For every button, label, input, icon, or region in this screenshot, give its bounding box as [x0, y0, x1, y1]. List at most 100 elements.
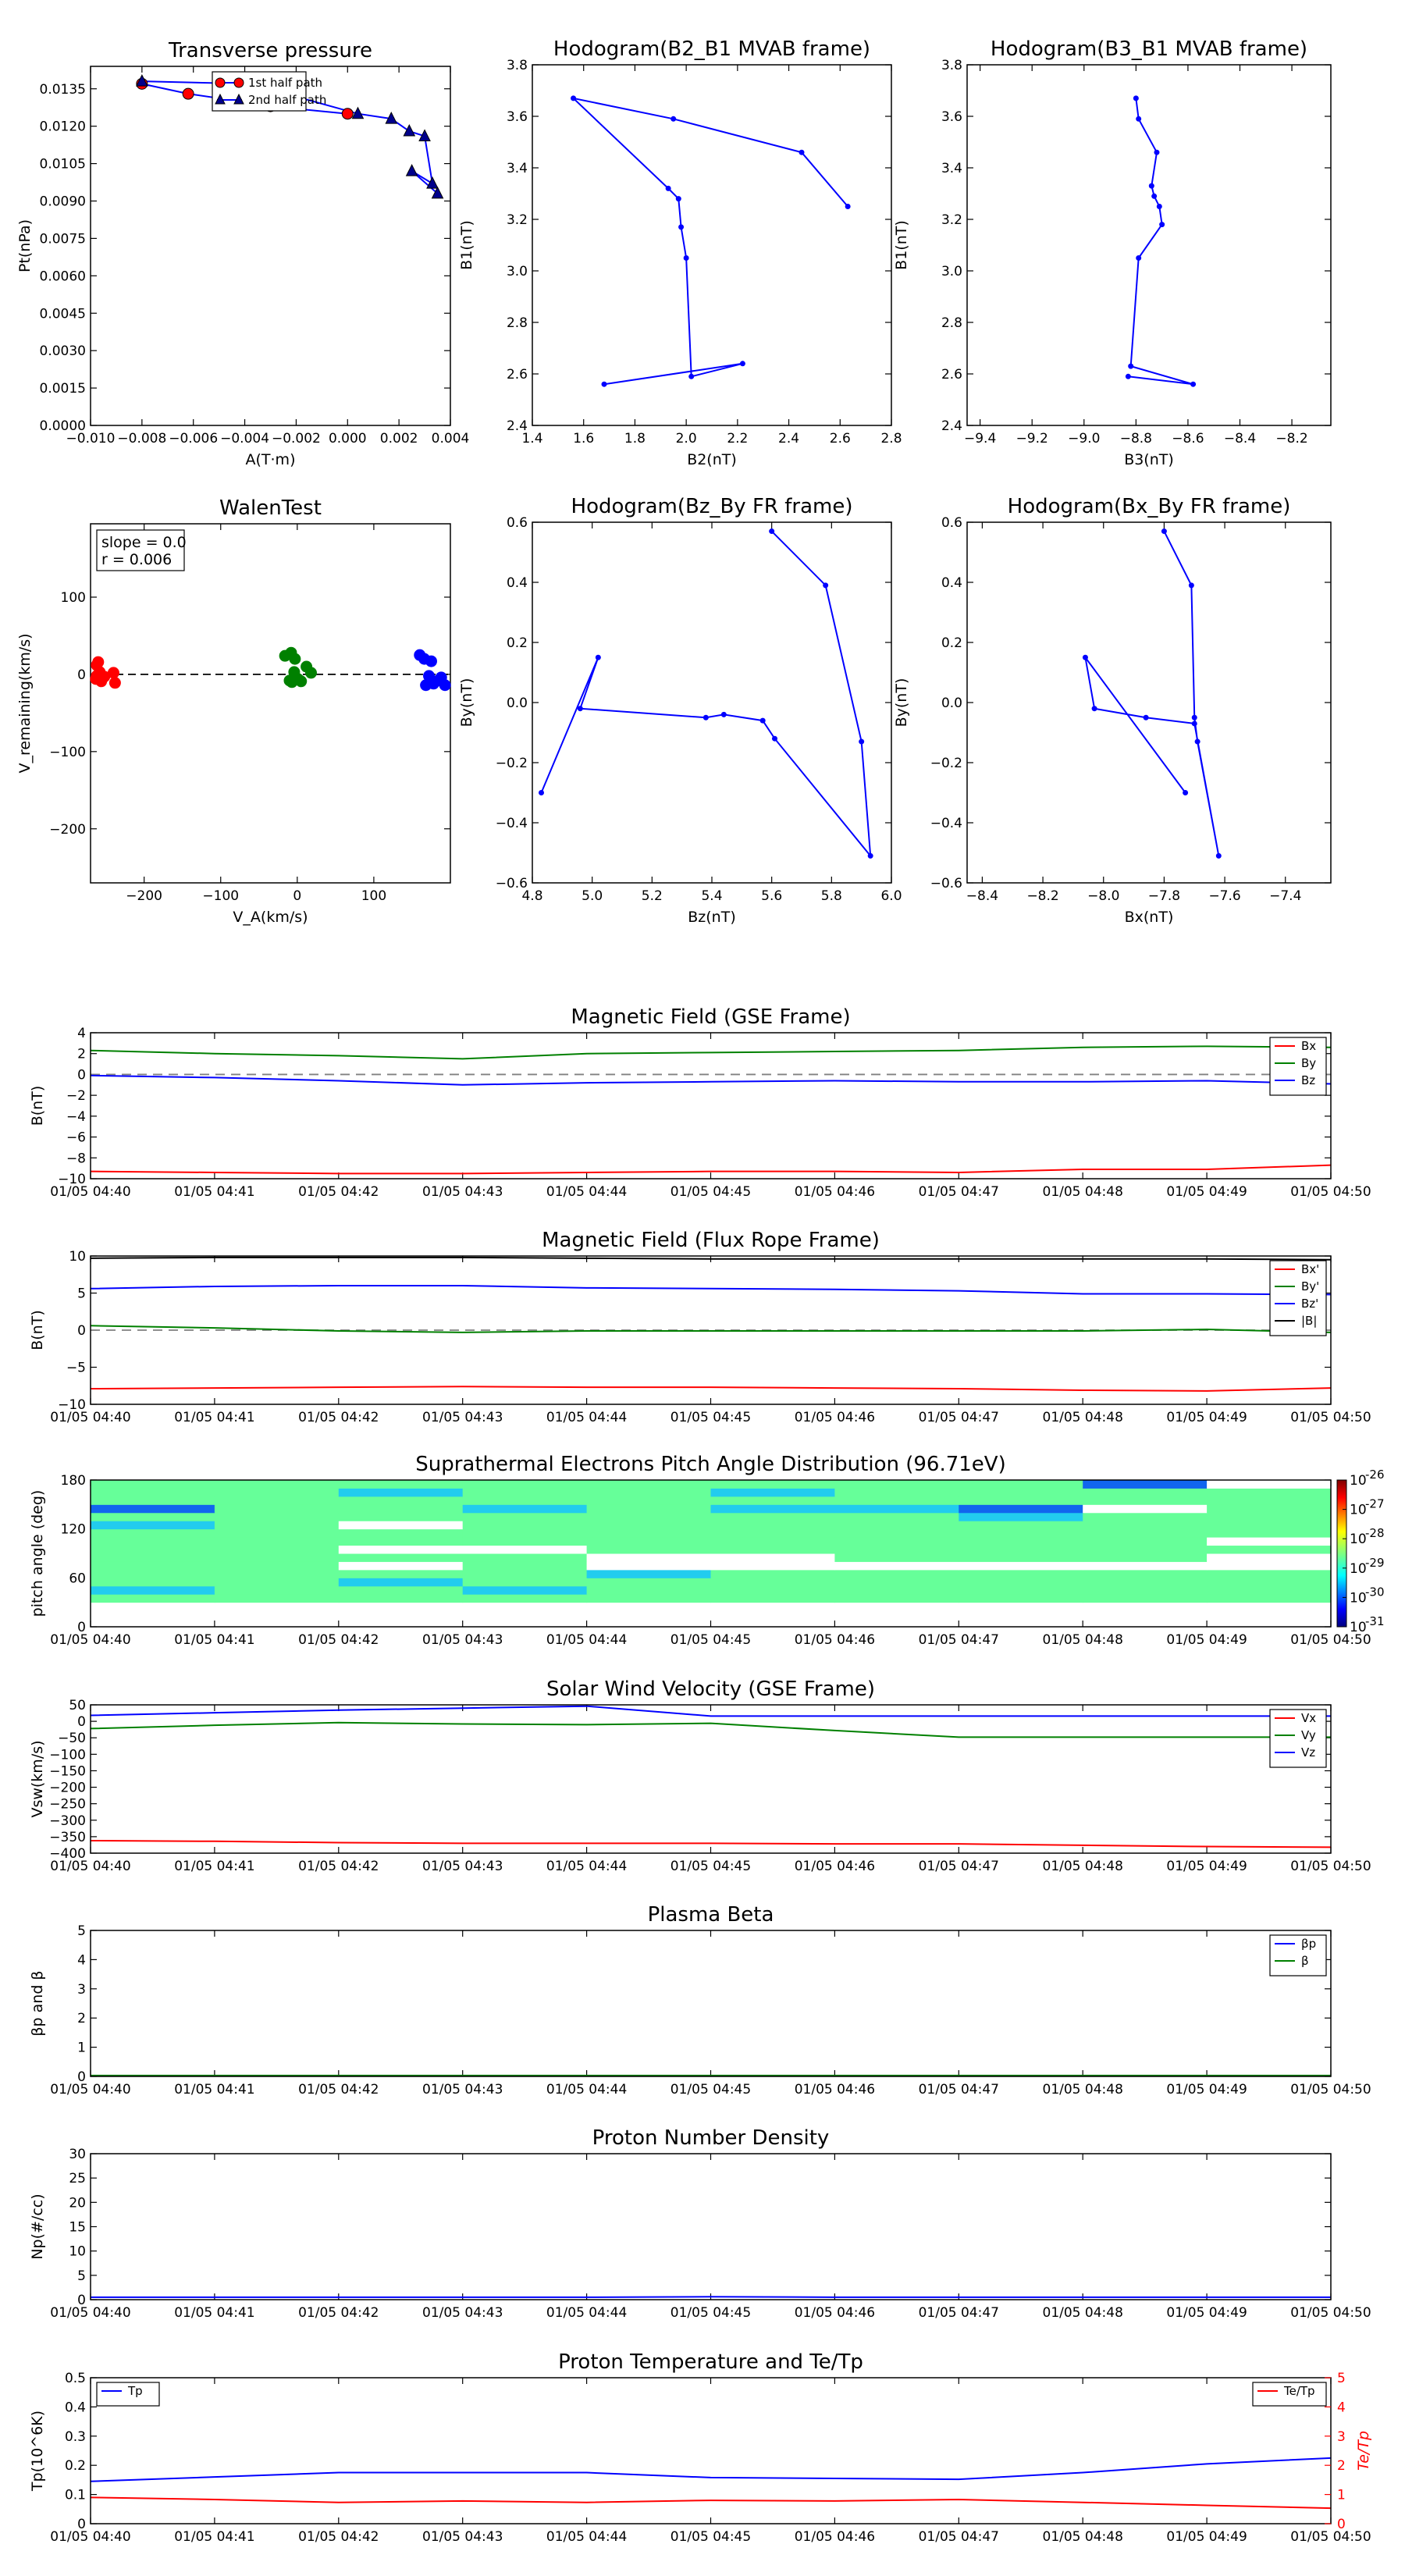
hxy-chart: Hodogram(Bx_By FR frame) −8.4 −8.2 −8.0 −7.8… — [893, 495, 1332, 926]
time-tick-label: 01/05 04:42 — [298, 2529, 379, 2545]
data-point — [1125, 373, 1131, 379]
heatmap-cell — [1083, 1496, 1208, 1505]
data-point — [405, 164, 418, 176]
colorbar-tick-base: 10 — [1350, 1532, 1367, 1547]
y-tick-label: 0.2 — [65, 2458, 86, 2474]
series-line — [571, 97, 848, 386]
data-point — [1136, 255, 1142, 261]
heatmap-cell — [1083, 1521, 1208, 1530]
heatmap-cell — [1207, 1512, 1332, 1521]
h31-ylabel: B1(nT) — [893, 220, 910, 270]
colorbar-tick-base: 10 — [1350, 1503, 1367, 1518]
heatmap-cell — [586, 1512, 711, 1521]
data-point — [1133, 95, 1139, 101]
heatmap-cell — [834, 1569, 959, 1578]
heatmap-cell — [462, 1545, 588, 1554]
bfr-ylabel: B(nT) — [29, 1310, 46, 1350]
heatmap-cell — [338, 1488, 464, 1497]
data-point — [1143, 714, 1149, 720]
heatmap-cell — [338, 1512, 464, 1521]
time-tick-label: 01/05 04:49 — [1166, 2305, 1247, 2321]
heatmap-cell — [462, 1521, 588, 1530]
time-tick-label: 01/05 04:42 — [298, 1859, 379, 1874]
time-tick-label: 01/05 04:47 — [919, 1410, 999, 1425]
tp-ylabel: Tp(10^6K) — [29, 2411, 46, 2492]
y-tick-label: 5 — [77, 2268, 86, 2284]
heatmap-cell — [710, 1488, 835, 1497]
x-tick-label: −8.4 — [1224, 431, 1256, 447]
tp-title: Proton Temperature and Te/Tp — [558, 2350, 863, 2374]
y-tick-label: 0.6 — [507, 515, 528, 531]
heatmap-cell — [710, 1512, 835, 1521]
time-tick-label: 01/05 04:43 — [422, 2529, 503, 2545]
x-tick-label: −8.4 — [966, 888, 998, 904]
y-tick-label: −0.4 — [930, 816, 962, 831]
heatmap-cell — [1083, 1553, 1208, 1562]
hxy-frame — [966, 521, 1332, 884]
y-tick-label: 0.0015 — [40, 381, 86, 397]
y-tick-label: 0.4 — [507, 575, 528, 591]
beta-frame — [90, 1930, 1332, 2077]
legend-label: 1st half path — [248, 76, 322, 90]
y-tick-label: 0 — [77, 1067, 86, 1083]
time-tick-label: 01/05 04:41 — [174, 2305, 254, 2321]
data-point — [577, 706, 583, 712]
data-point — [289, 653, 301, 665]
y-tick-label: 10 — [69, 2244, 86, 2260]
bgse-title: Magnetic Field (GSE Frame) — [571, 1005, 850, 1029]
y-tick-label: 0.0060 — [40, 269, 86, 284]
beta-ylabel: βp and β — [29, 1970, 46, 2036]
x-tick-label: 5.6 — [761, 888, 782, 904]
y-tick-label: 0.2 — [507, 635, 528, 651]
annotation-box — [96, 529, 185, 571]
y-tick-label: 0.4 — [65, 2400, 86, 2415]
time-tick-label: 01/05 04:40 — [50, 1632, 130, 1648]
x-tick-label: 2.2 — [727, 431, 748, 447]
y-tick-label: 3.8 — [507, 58, 528, 73]
heatmap-cell — [1207, 1488, 1332, 1497]
y-tick-label: 2.8 — [941, 315, 962, 331]
x-tick-label: 1.8 — [624, 431, 646, 447]
heatmap-cell — [586, 1545, 711, 1554]
y-tick-label: −6 — [66, 1130, 86, 1146]
heatmap-cell — [338, 1585, 464, 1595]
time-tick-label: 01/05 04:43 — [422, 1184, 503, 1200]
time-tick-label: 01/05 04:43 — [422, 1410, 503, 1425]
heatmap-cell — [1083, 1594, 1208, 1603]
heatmap-cell — [91, 1585, 215, 1595]
x-tick-label: −100 — [202, 888, 239, 904]
time-tick-label: 01/05 04:40 — [50, 1859, 130, 1874]
heatmap-cell — [959, 1553, 1083, 1562]
heatmap-cell — [1083, 1578, 1208, 1587]
hzy-xlabel: Bz(nT) — [688, 909, 735, 926]
heatmap-cell — [834, 1537, 959, 1546]
series-line-Bx — [90, 1164, 1332, 1175]
legend-label: By' — [1301, 1279, 1319, 1293]
y-tick-label: −0.2 — [496, 756, 528, 771]
time-tick-label: 01/05 04:45 — [670, 2305, 751, 2321]
heatmap-cell — [710, 1594, 835, 1603]
heatmap-cell — [214, 1488, 340, 1497]
h31-xlabel: B3(nT) — [1124, 451, 1174, 468]
legend-label: β — [1301, 1954, 1309, 1968]
y-tick-label: 0.0135 — [40, 82, 86, 98]
y-tick-label: 0 — [77, 2069, 86, 2085]
heatmap-cell — [214, 1594, 340, 1603]
y-tick-label: 3.2 — [941, 212, 962, 228]
y-tick-label: 5 — [77, 1923, 86, 1939]
y-tick-label: 3.4 — [941, 161, 962, 176]
heatmap-cell — [834, 1488, 959, 1497]
y-tick-label: 0 — [77, 1714, 86, 1730]
time-tick-label: 01/05 04:45 — [670, 1184, 751, 1200]
series-line — [1084, 531, 1220, 856]
series-line — [1128, 98, 1193, 386]
heatmap-cell — [91, 1504, 215, 1514]
series-line-Bx' — [90, 1386, 1332, 1392]
time-tick-label: 01/05 04:44 — [546, 2082, 627, 2097]
heatmap-cell — [338, 1521, 464, 1530]
legend-label: By — [1301, 1056, 1316, 1070]
heatmap-cell — [462, 1488, 588, 1497]
x-tick-label: 2.4 — [778, 431, 799, 447]
time-tick-label: 01/05 04:41 — [174, 2082, 254, 2097]
beta-title: Plasma Beta — [648, 1903, 774, 1927]
